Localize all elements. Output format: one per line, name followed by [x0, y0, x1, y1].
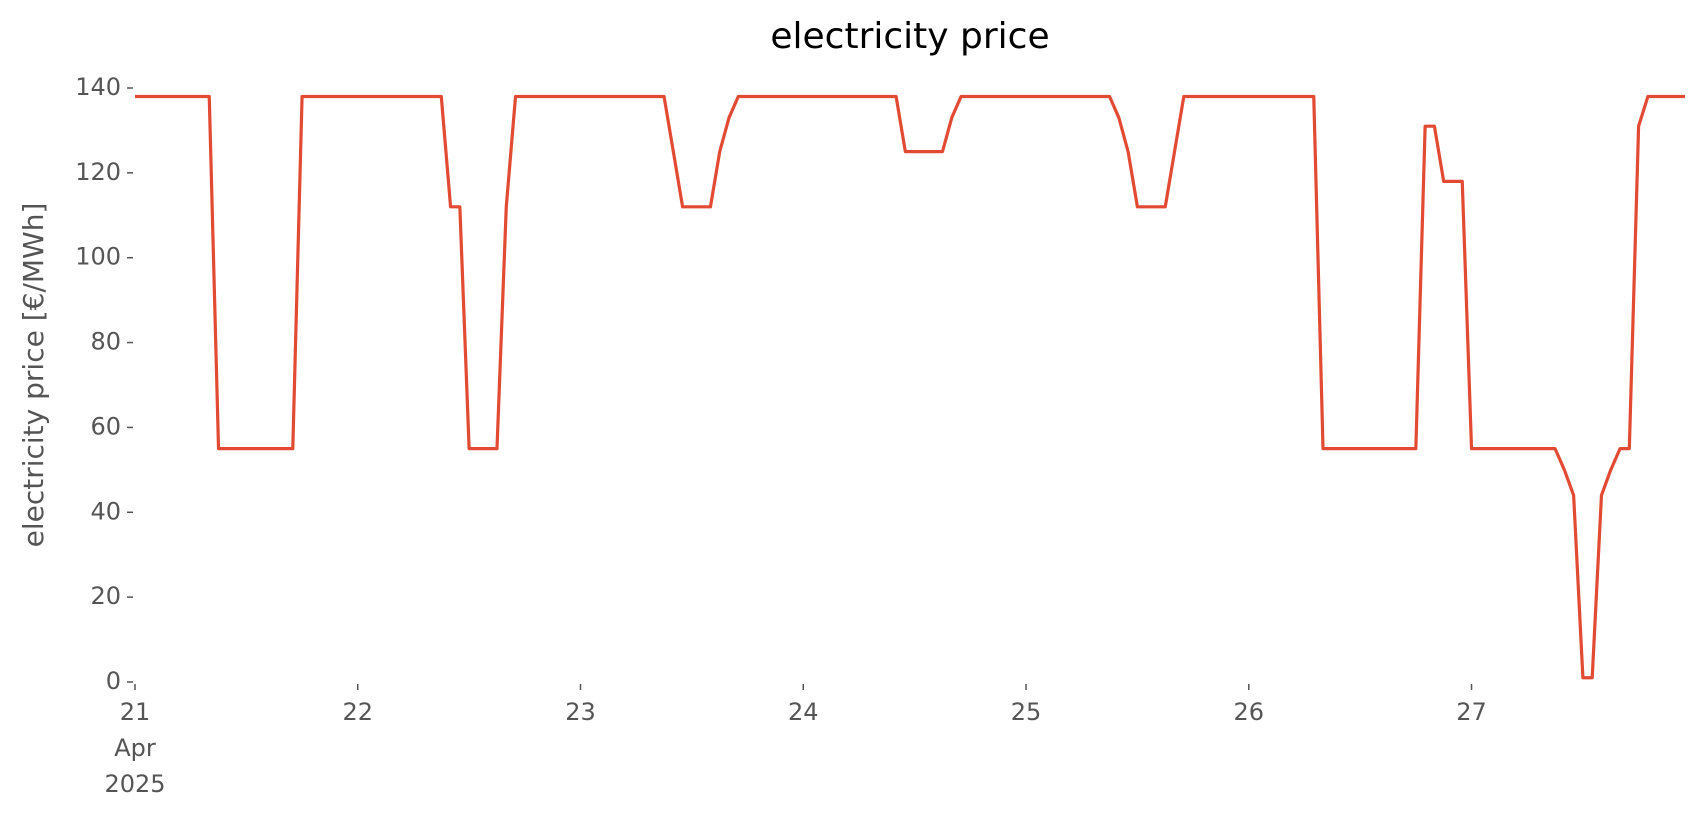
x-tick-label-line: 21 [120, 698, 151, 726]
x-tick-label-line: 2025 [104, 770, 165, 798]
x-tick-label: 23 [565, 698, 596, 726]
x-tick-label: 25 [1011, 698, 1042, 726]
y-tick-label: 80 [90, 328, 121, 356]
x-tick-label: 21 Apr 2025 [104, 698, 165, 798]
y-tick-label: 140 [75, 73, 121, 101]
y-tick-label: 100 [75, 243, 121, 271]
y-axis-label: electricity price [€/MWh] [17, 203, 50, 548]
chart-title: electricity price [770, 16, 1049, 57]
x-tick-label-line: Apr [114, 734, 156, 762]
price-line [135, 94, 1685, 680]
y-tick-label: 120 [75, 158, 121, 186]
y-tick-label: 40 [90, 497, 121, 525]
x-tick-label: 22 [342, 698, 373, 726]
y-tick-label: 20 [90, 582, 121, 610]
x-tick-label: 27 [1456, 698, 1487, 726]
y-tick-label: 60 [90, 412, 121, 440]
x-tick-label: 26 [1234, 698, 1265, 726]
y-tick-label: 0 [106, 667, 121, 695]
x-tick-label: 24 [788, 698, 819, 726]
